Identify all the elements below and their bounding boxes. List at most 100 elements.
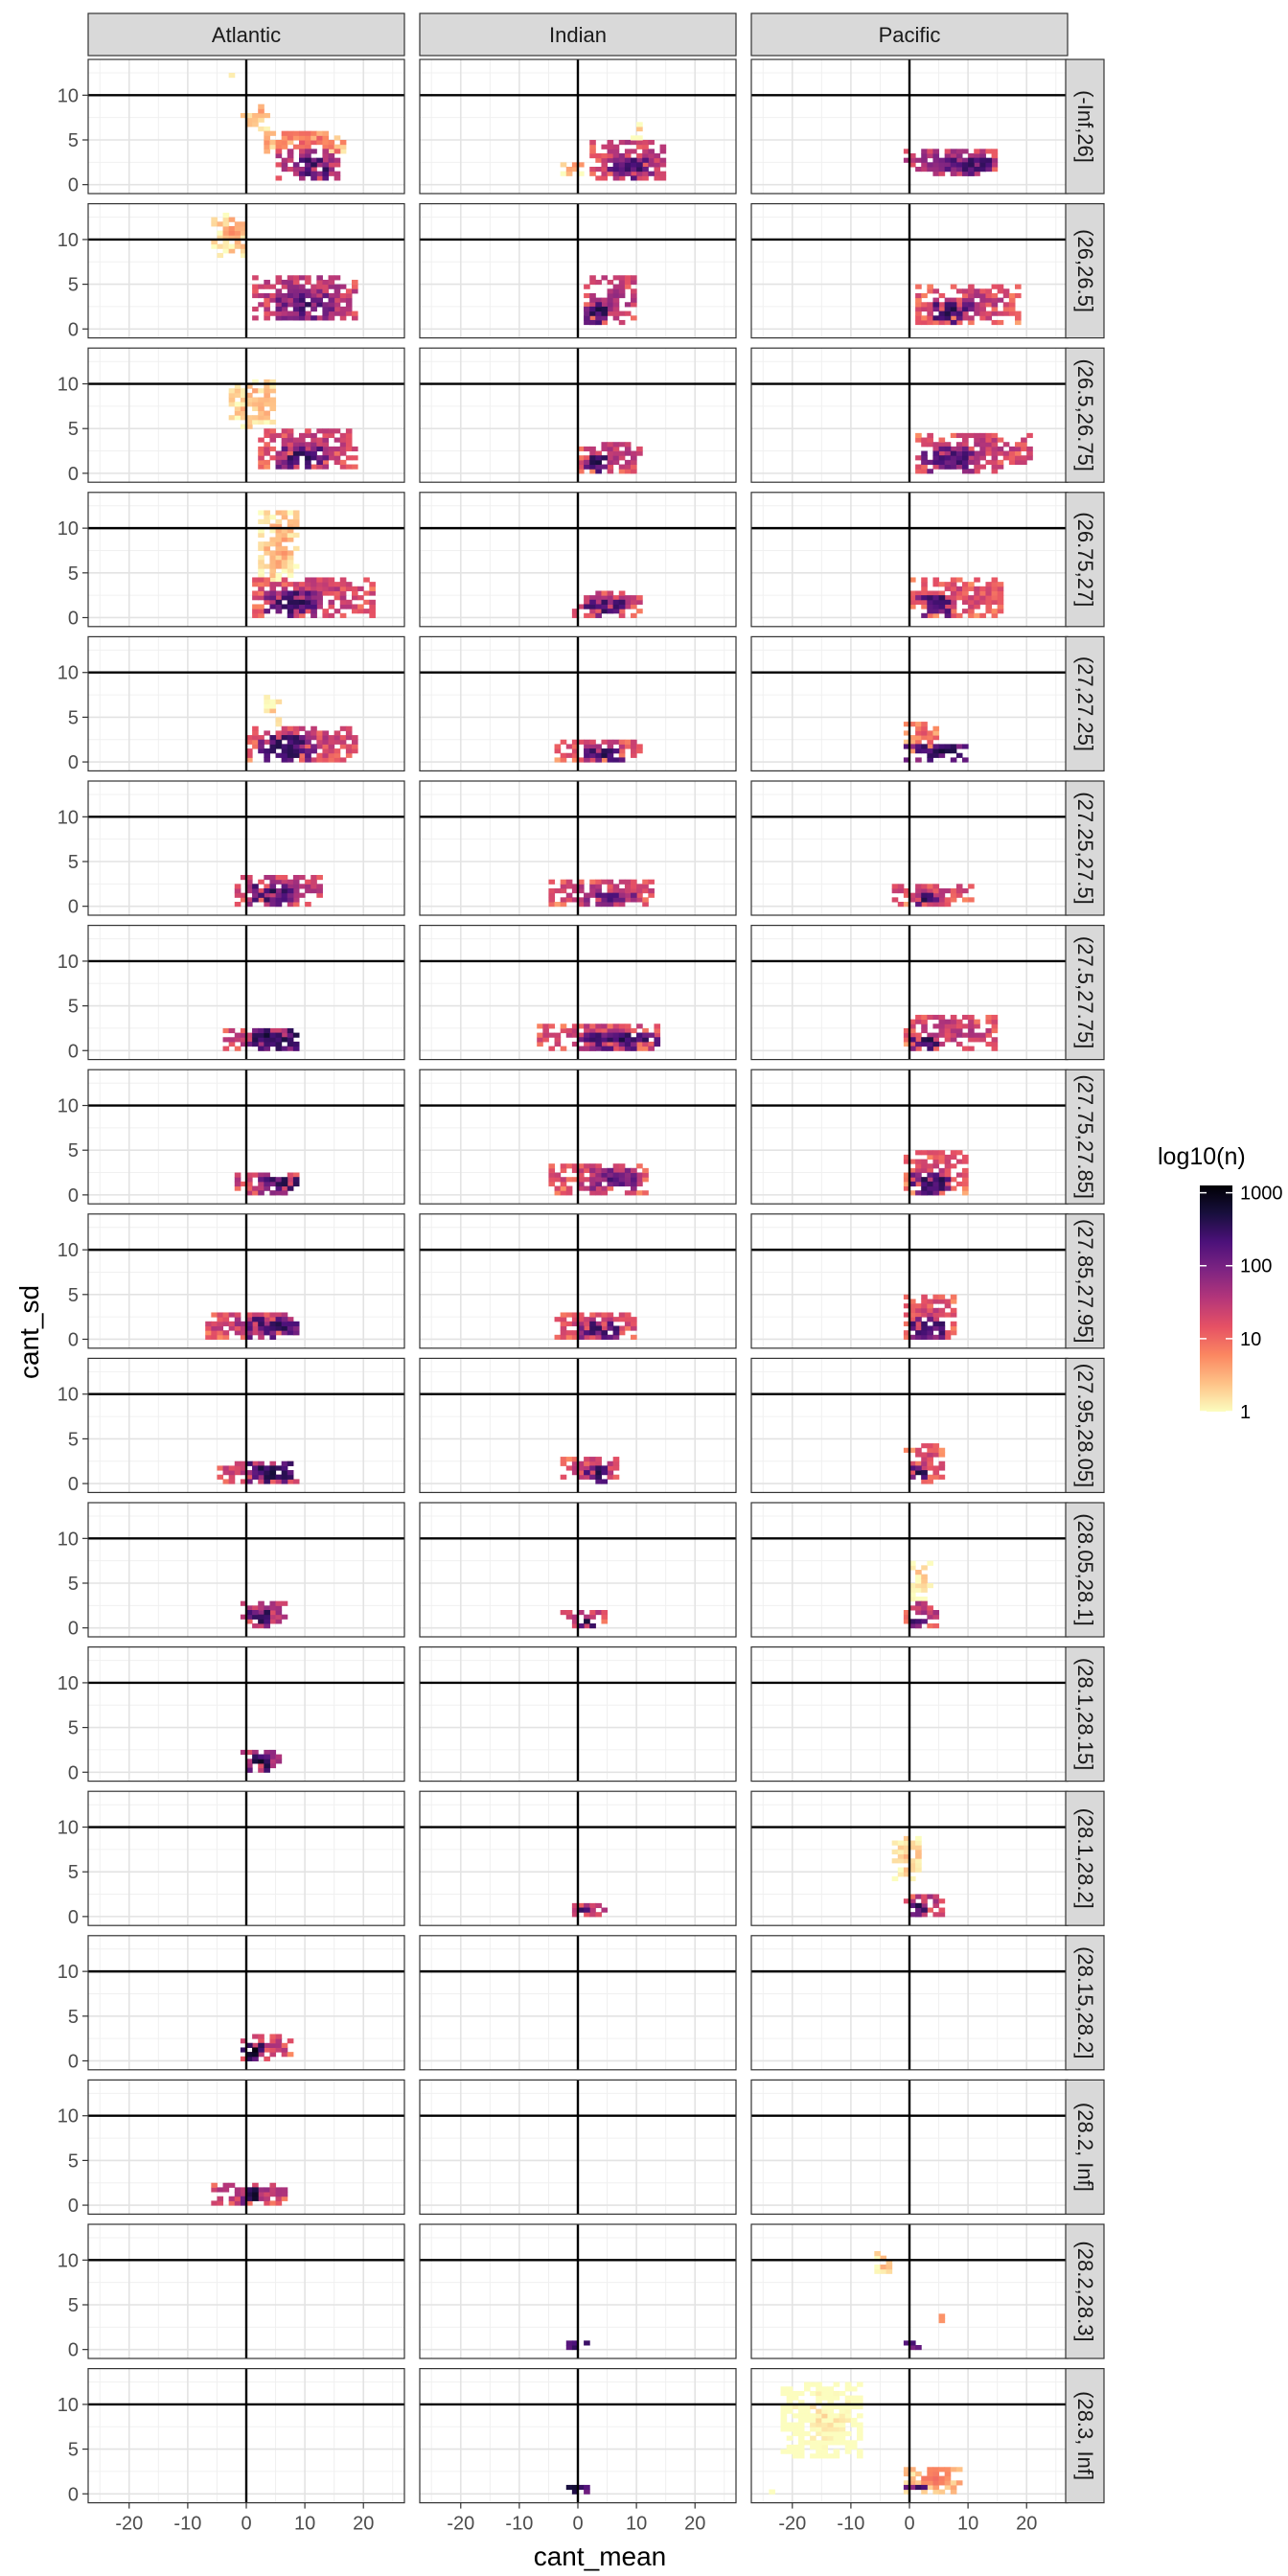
heatmap-bin [915,1452,922,1458]
heatmap-bin [932,1041,940,1047]
heatmap-bin [612,595,620,601]
heatmap-bin [339,612,347,618]
heatmap-bin [281,725,288,731]
heatmap-bin [299,739,306,745]
x-axes: -20 -10 0 10 20 -20 -10 0 10 20 -20 -10 0 10 20 [115,2502,1037,2535]
heatmap-bin [234,1325,242,1331]
heatmap-bin [968,302,975,308]
heatmap-bin [909,153,916,159]
heatmap-bin [264,297,270,303]
heatmap-bin [316,599,323,605]
heatmap-bin [240,405,247,412]
heatmap-bin [287,612,294,618]
heatmap-bin [264,419,270,426]
heatmap-bin [258,555,264,561]
heatmap-bin [269,432,277,439]
heatmap-bin [287,1046,294,1051]
x-axis-title: cant_mean [534,2542,667,2571]
heatmap-bin [240,252,247,259]
heatmap-bin [334,162,341,168]
heatmap-bin [1008,297,1016,303]
heatmap-bin [258,586,264,591]
heatmap-bin [921,162,928,168]
heatmap-bin [607,902,614,908]
heatmap-bin [974,292,980,299]
heatmap-bin [275,537,283,542]
heatmap-bin [264,739,270,745]
heatmap-bin [915,2480,922,2486]
heatmap-bin [345,310,353,316]
y-tick-label: 0 [68,1474,79,1495]
heatmap-bin [932,464,940,470]
heatmap-bin [850,2422,858,2427]
heatmap-bin [857,2422,863,2427]
heatmap-bin [334,609,341,614]
heatmap-bin [305,590,311,596]
heatmap-bin [589,612,596,618]
heatmap-bin [246,748,253,754]
heatmap-bin [648,1046,655,1051]
heatmap-bin [537,1024,543,1029]
heatmap-bin [915,1037,922,1043]
heatmap-bin [281,1460,288,1466]
heatmap-bin [589,469,596,474]
heatmap-bin [607,167,614,172]
heatmap-bin [612,1163,620,1169]
heatmap-bin [281,1037,288,1043]
heatmap-bin [915,1907,922,1913]
facet-panel [87,1069,405,1205]
heatmap-bin [322,450,330,456]
heatmap-bin [275,892,283,898]
heatmap-bin [571,752,579,758]
heatmap-bin [938,590,946,596]
heatmap-bin [991,149,999,154]
heatmap-bin [595,1321,602,1326]
heatmap-bin [636,1163,643,1169]
heatmap-bin [962,744,969,749]
heatmap-bin [578,1325,585,1331]
y-tick-label: 0 [68,897,79,918]
heatmap-bin [921,1912,928,1918]
heatmap-bin [292,902,300,908]
heatmap-bin [642,140,649,146]
heatmap-bin [589,1907,596,1913]
heatmap-bin [932,1154,940,1161]
heatmap-bin [269,559,277,564]
heatmap-bin [968,292,975,299]
heatmap-bin [636,1041,643,1047]
heatmap-bin [275,1177,283,1183]
heatmap-bin [612,1024,620,1029]
panel-border [87,2223,405,2359]
heatmap-bin [821,2444,828,2450]
heatmap-bin [281,586,288,591]
row-strip-background [1065,780,1105,916]
heatmap-bin [269,2192,277,2197]
heatmap-bin [932,1321,940,1326]
heatmap-bin [921,897,928,903]
heatmap-bin [287,1177,294,1183]
heatmap-bin [345,752,353,758]
heatmap-bin [264,599,270,605]
heatmap-bin [903,2480,910,2486]
heatmap-bin [618,604,626,610]
heatmap-bin [560,1177,567,1183]
heatmap-bin [589,1465,596,1471]
heatmap-bin [292,1330,300,1336]
heatmap-bin [584,292,590,299]
heatmap-bin [292,171,300,176]
heatmap-bin [310,586,317,591]
heatmap-bin [950,1325,957,1331]
heatmap-bin [269,748,277,754]
heatmap-bin [258,397,264,402]
heatmap-bin [979,153,986,159]
heatmap-bin [944,1167,952,1174]
heatmap-bin [258,464,264,470]
heatmap-bin [275,279,283,286]
heatmap-bin [264,126,270,132]
heatmap-bin [328,162,335,168]
heatmap-bin [578,1330,585,1336]
heatmap-bin [915,744,922,749]
heatmap-bin [955,1172,963,1178]
heatmap-bin [264,902,270,908]
heatmap-bin [595,153,602,159]
